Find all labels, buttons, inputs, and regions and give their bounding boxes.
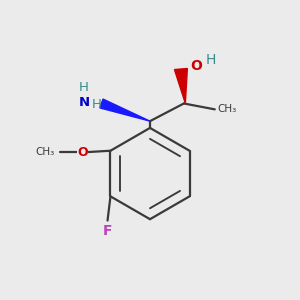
Text: H: H	[79, 81, 89, 94]
Text: CH₃: CH₃	[218, 104, 237, 114]
Text: F: F	[103, 224, 112, 238]
Text: H: H	[206, 52, 216, 67]
Text: O: O	[190, 59, 202, 73]
Text: O: O	[77, 146, 88, 159]
Text: CH₃: CH₃	[35, 147, 55, 157]
Text: N: N	[79, 95, 90, 109]
Text: H: H	[92, 98, 101, 111]
Polygon shape	[100, 99, 150, 121]
Polygon shape	[175, 68, 188, 104]
